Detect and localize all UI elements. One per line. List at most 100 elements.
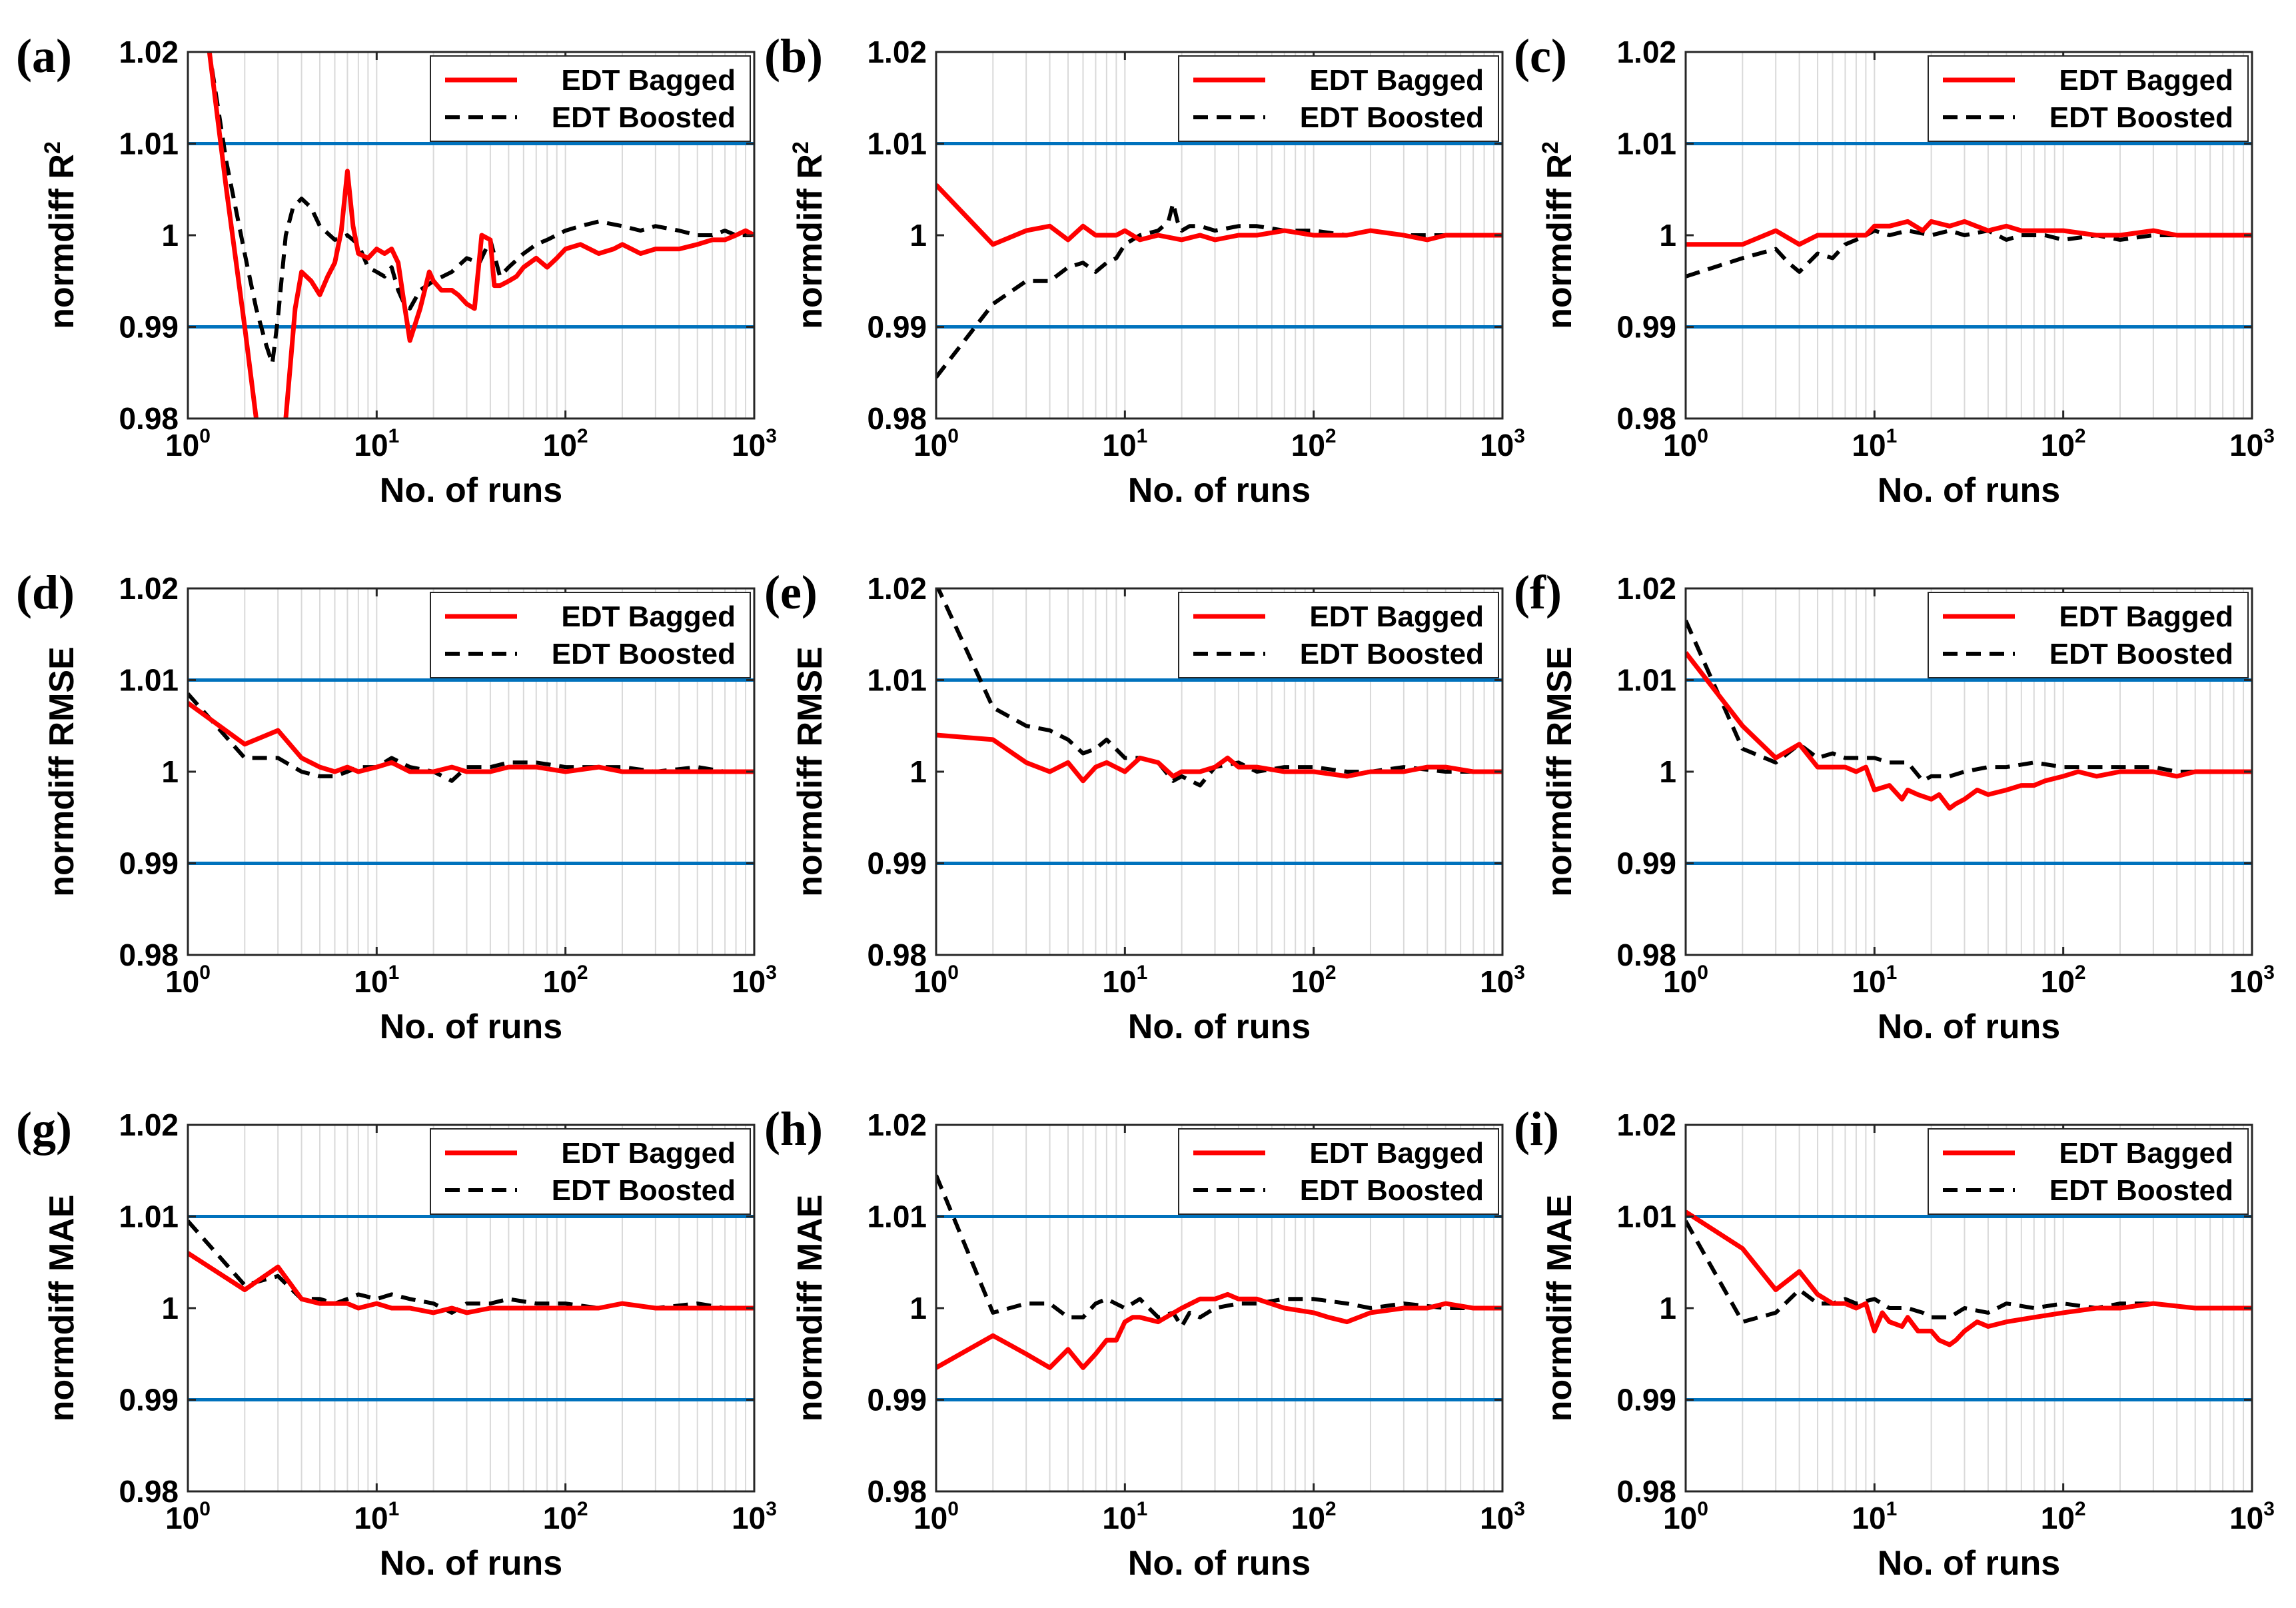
legend-entry: EDT Boosted: [2049, 101, 2233, 134]
x-tick-exponent: 0: [199, 962, 211, 984]
y-tick-label: 0.99: [867, 846, 927, 881]
x-axis-label: No. of runs: [380, 1008, 562, 1046]
y-tick-label: 0.98: [867, 938, 927, 972]
x-tick-base: 10: [732, 428, 766, 462]
y-tick-label: 1: [1659, 1291, 1676, 1325]
panel-label: (f): [1514, 566, 1562, 619]
legend: EDT Bagged EDT Boosted: [1928, 1128, 2249, 1215]
x-tick-base: 10: [2041, 428, 2075, 462]
legend-entry: EDT Bagged: [561, 1137, 736, 1170]
y-tick-label: 1: [161, 1291, 179, 1325]
x-tick-exponent: 0: [199, 425, 211, 447]
y-axis-label: normdiff MAE: [1540, 1195, 1579, 1422]
series-line-edt-bagged: [936, 183, 1502, 247]
x-tick-exponent: 2: [577, 962, 588, 984]
x-tick-label: 100: [1663, 1498, 1708, 1535]
x-tick-label: 103: [1480, 425, 1525, 462]
y-axis-label-text: normdiff RMSE: [43, 646, 81, 897]
series-line-edt-bagged: [188, 701, 754, 774]
series-line-edt-bagged: [1686, 651, 2252, 811]
y-tick-label: 1.01: [867, 1200, 927, 1234]
series-line-edt-boosted: [1686, 1219, 2252, 1324]
legend: EDT Bagged EDT Boosted: [430, 55, 751, 142]
x-tick-label: 100: [165, 425, 211, 462]
y-axis-label-text: normdiff MAE: [43, 1195, 81, 1422]
x-tick-base: 10: [1480, 964, 1514, 999]
y-tick-label: 1.02: [867, 571, 927, 606]
x-tick-exponent: 1: [1137, 962, 1148, 984]
legend-entry: EDT Boosted: [1300, 638, 1484, 670]
y-tick-label: 0.98: [119, 401, 179, 436]
y-axis-label: normdiff RMSE: [1540, 646, 1579, 897]
panel-label: (e): [764, 566, 818, 619]
data-lines: [207, 52, 754, 418]
y-tick-label: 0.98: [1616, 938, 1676, 972]
x-tick-exponent: 0: [1697, 962, 1708, 984]
series-line-edt-boosted: [936, 1174, 1502, 1329]
y-tick-label: 1.02: [1616, 35, 1676, 69]
x-axis-label: No. of runs: [1128, 471, 1311, 510]
legend-box: [1928, 1128, 2249, 1215]
x-tick-label: 102: [1291, 425, 1337, 462]
x-tick-exponent: 2: [577, 425, 588, 447]
x-tick-base: 10: [913, 428, 947, 462]
x-tick-exponent: 1: [1886, 1498, 1898, 1520]
x-tick-base: 10: [1102, 1501, 1136, 1535]
x-tick-base: 10: [1852, 428, 1886, 462]
y-tick-label: 1.02: [119, 571, 179, 606]
y-axis-label-text: normdiff R: [791, 154, 830, 329]
y-tick-label: 1: [909, 754, 927, 789]
x-tick-exponent: 1: [1886, 425, 1898, 447]
y-axis-label: normdiff R2: [788, 141, 830, 329]
y-axis-label: normdiff MAE: [43, 1195, 81, 1422]
series-line-edt-bagged: [936, 1291, 1502, 1370]
y-axis-label-superscript: 2: [40, 141, 65, 154]
x-tick-label: 103: [2229, 1498, 2275, 1535]
x-tick-label: 101: [354, 425, 399, 462]
series-line-edt-bagged: [936, 732, 1502, 784]
data-lines: [1686, 619, 2252, 811]
legend-entry: EDT Boosted: [2049, 638, 2233, 670]
y-tick-label: 0.98: [119, 938, 179, 972]
x-tick-exponent: 2: [1325, 425, 1337, 447]
x-tick-exponent: 0: [1697, 1498, 1708, 1520]
series-line-edt-bagged: [188, 1251, 754, 1315]
legend-entry: EDT Bagged: [2059, 1137, 2233, 1170]
y-tick-label: 1.01: [119, 127, 179, 161]
x-tick-exponent: 3: [1514, 962, 1525, 984]
x-tick-exponent: 2: [1325, 962, 1337, 984]
legend-box: [430, 1128, 751, 1215]
x-tick-exponent: 2: [1325, 1498, 1337, 1520]
x-tick-label: 103: [732, 962, 777, 999]
x-tick-label: 100: [1663, 425, 1708, 462]
x-axis-label: No. of runs: [1878, 1008, 2060, 1046]
x-tick-exponent: 3: [766, 962, 777, 984]
y-tick-label: 0.99: [867, 1383, 927, 1417]
x-tick-base: 10: [354, 428, 388, 462]
legend-box: [1178, 1128, 1499, 1215]
x-tick-label: 103: [732, 1498, 777, 1535]
x-tick-label: 103: [2229, 425, 2275, 462]
legend: EDT Bagged EDT Boosted: [1928, 55, 2249, 142]
data-lines: [188, 692, 754, 783]
y-tick-label: 1.02: [1616, 571, 1676, 606]
panel-label: (h): [764, 1102, 823, 1156]
y-tick-label: 1: [161, 754, 179, 789]
y-axis-label-superscript: 2: [1538, 141, 1563, 154]
x-tick-base: 10: [543, 964, 577, 999]
series-line-edt-bagged: [1686, 1209, 2252, 1347]
y-tick-label: 1.02: [867, 35, 927, 69]
x-tick-base: 10: [1102, 964, 1136, 999]
y-tick-label: 1.01: [867, 663, 927, 698]
y-axis-label: normdiff MAE: [791, 1195, 830, 1422]
y-tick-label: 1: [909, 1291, 927, 1325]
y-tick-label: 1.01: [119, 663, 179, 698]
y-tick-label: 1: [1659, 218, 1676, 253]
x-axis-label: No. of runs: [1878, 1544, 2060, 1583]
x-tick-base: 10: [354, 964, 388, 999]
x-tick-base: 10: [165, 428, 199, 462]
panel-label: (b): [764, 29, 823, 83]
